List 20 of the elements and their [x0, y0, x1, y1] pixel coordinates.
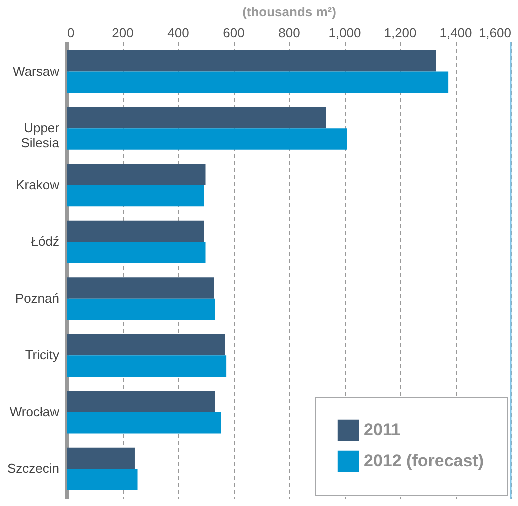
x-tick-label: 1,600: [478, 26, 512, 40]
y-tick-label: Poznań: [15, 290, 60, 306]
y-tick-label: Wrocław: [10, 404, 60, 420]
y-tick-label: Szczecin: [7, 461, 60, 476]
x-tick-label: 400: [168, 26, 190, 40]
y-tick-label: Tricity: [25, 348, 60, 363]
x-tick-label: 1,200: [384, 26, 417, 40]
x-tick-label: 1,400: [440, 26, 472, 40]
legend-label: 2012 (forecast): [364, 452, 484, 470]
x-tick-label: 800: [278, 26, 300, 40]
x-tick-label: 0: [68, 26, 75, 40]
y-tick-label: Łódź: [31, 234, 60, 250]
y-tick-label: Warsaw: [13, 64, 60, 79]
x-tick-label: 600: [223, 26, 245, 40]
x-axis-title: (thousands m²): [242, 4, 336, 20]
legend-label: 2011: [364, 420, 401, 440]
y-tick-label: Upper Silesia: [21, 120, 60, 151]
y-tick-label: Krakow: [16, 177, 60, 192]
x-tick-label: 1,000: [328, 26, 362, 40]
x-tick-label: 200: [112, 26, 134, 40]
